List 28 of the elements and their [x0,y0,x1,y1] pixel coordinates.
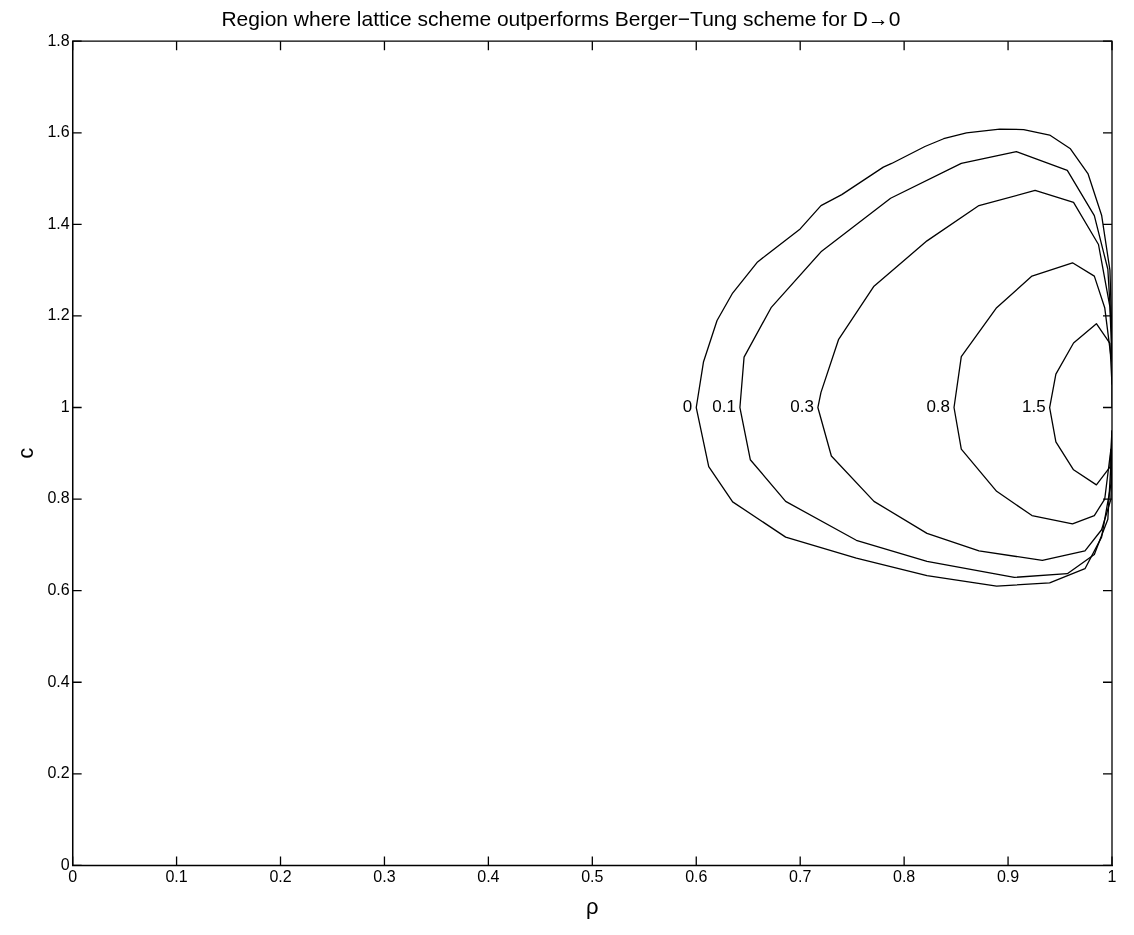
y-axis-title: c [13,447,39,459]
x-axis-title: ρ [586,893,599,919]
y-tick-label: 0.4 [47,672,70,690]
y-tick-label: 1.4 [47,214,70,232]
series-label: 0.8 [926,397,951,417]
x-tick-label: 0.9 [996,868,1020,886]
x-tick-label: 0.6 [685,868,708,886]
chart-title: Region where lattice scheme outperforms Berger−Tung scheme for D→0 [221,7,901,31]
x-tick-label: 0.7 [789,868,812,886]
y-tick-label: 0.6 [47,581,70,599]
series-label: 0 [682,397,693,417]
y-tick-label: 0.8 [47,489,70,507]
y-tick-label: 1.8 [47,31,70,49]
y-tick-label: 0 [60,855,70,873]
y-tick-label: 1 [60,397,70,415]
x-tick-label: 1 [1107,868,1117,886]
x-tick-label: 0.3 [373,868,396,886]
x-tick-label: 0.1 [165,868,188,886]
x-tick-label: 0.5 [581,868,604,886]
series-label: 1.5 [1022,397,1046,417]
y-tick-label: 1.2 [47,306,70,324]
x-tick-label: 0.4 [477,868,500,886]
y-tick-label: 1.6 [47,123,70,141]
series-label: 0.1 [712,397,736,417]
x-tick-label: 0.8 [893,868,916,886]
series-label: 0.3 [790,397,814,417]
y-tick-label: 0.2 [47,764,70,782]
x-tick-label: 0.2 [269,868,292,886]
